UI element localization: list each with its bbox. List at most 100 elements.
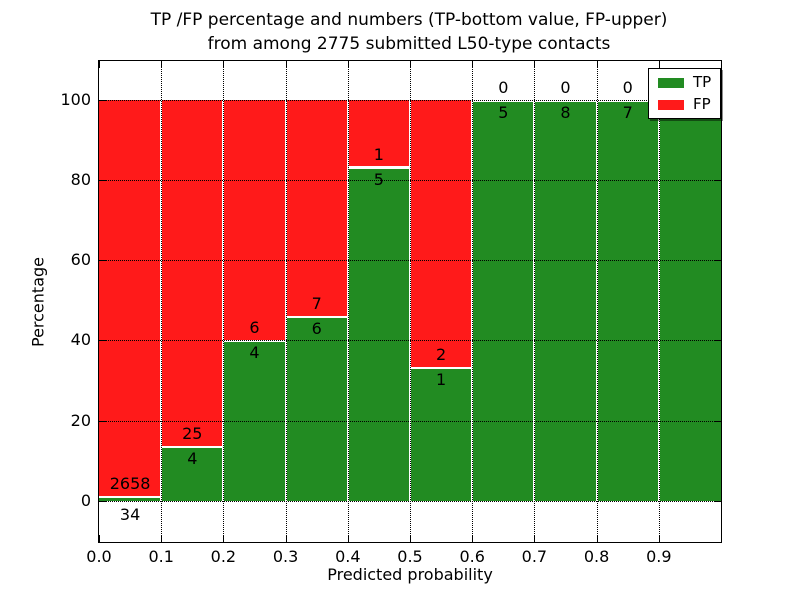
x-tick-label-0.7: 0.7 — [521, 547, 548, 566]
y-tick-mark-right-80 — [714, 179, 721, 181]
x-tick-mark-bottom-7 — [534, 535, 536, 542]
chart-subtitle: from among 2775 submitted L50-type conta… — [207, 34, 611, 54]
y-tick-mark-right-0 — [714, 501, 721, 502]
x-tick-mark-bottom-1 — [161, 535, 163, 542]
tp-count-label-1: 4 — [187, 448, 198, 468]
vertical-gridline-2 — [223, 61, 225, 542]
x-tick-mark-bottom-6 — [472, 535, 474, 542]
y-tick-label-20: 20 — [70, 410, 91, 430]
tp-count-label-4: 5 — [373, 169, 384, 189]
tp-count-label-3: 6 — [311, 318, 322, 338]
x-tick-mark-top-2 — [223, 61, 225, 68]
y-tick-mark-left-20 — [99, 420, 106, 422]
bar-segment-tp-5 — [410, 367, 473, 501]
tp-color-swatch — [658, 77, 684, 88]
vertical-gridline-6 — [472, 61, 474, 542]
vertical-gridline-7 — [534, 61, 536, 542]
y-tick-mark-right-40 — [714, 340, 721, 342]
bar-segment-fp-1 — [161, 99, 224, 446]
x-tick-mark-bottom-2 — [223, 535, 225, 542]
x-tick-mark-top-10 — [721, 61, 722, 68]
x-tick-label-0.1: 0.1 — [148, 547, 174, 566]
fp-count-label-1: 25 — [182, 423, 203, 443]
x-tick-label-0.5: 0.5 — [397, 547, 423, 566]
x-tick-mark-bottom-4 — [347, 535, 349, 542]
chart-title: TP /FP percentage and numbers (TP-bottom… — [150, 10, 668, 30]
y-tick-label-100: 100 — [60, 89, 91, 109]
y-tick-mark-left-80 — [99, 179, 106, 181]
bar-segment-fp-3 — [285, 99, 348, 316]
horizontal-gridline-100 — [99, 99, 721, 101]
vertical-gridline-5 — [410, 61, 411, 542]
x-tick-label-0.3: 0.3 — [272, 547, 299, 566]
vertical-gridline-9 — [658, 61, 660, 542]
horizontal-gridline-20 — [99, 420, 721, 422]
legend-label-fp: FP — [693, 95, 711, 113]
x-tick-mark-top-8 — [596, 61, 598, 68]
y-tick-label-60: 60 — [70, 250, 91, 270]
fp-count-label-6: 0 — [498, 77, 509, 97]
y-tick-label-40: 40 — [70, 330, 91, 350]
x-tick-label-0.8: 0.8 — [583, 547, 610, 566]
bar-segment-tp-0 — [99, 495, 162, 501]
vertical-gridline-4 — [347, 61, 349, 542]
horizontal-gridline-80 — [99, 179, 721, 181]
fp-count-label-0: 2658 — [109, 473, 151, 493]
legend-entry-fp: FP — [658, 97, 711, 112]
fp-color-swatch — [658, 99, 684, 110]
y-tick-label-0: 0 — [80, 491, 91, 510]
tp-count-label-0: 34 — [119, 505, 141, 524]
bar-segment-tp-6 — [472, 99, 535, 501]
legend: TP FP — [648, 68, 722, 119]
horizontal-gridline-0 — [99, 501, 721, 502]
bar-segment-fp-4 — [347, 99, 410, 167]
x-tick-mark-bottom-10 — [721, 535, 722, 542]
vertical-gridline-1 — [161, 61, 163, 542]
x-tick-label-0.6: 0.6 — [459, 547, 485, 566]
bar-segment-tp-9 — [658, 99, 721, 501]
tp-count-label-7: 8 — [560, 102, 571, 122]
fp-count-label-2: 6 — [249, 318, 260, 338]
tp-count-label-6: 5 — [498, 102, 509, 122]
x-tick-mark-top-4 — [347, 61, 349, 68]
x-tick-label-0.4: 0.4 — [335, 547, 361, 566]
x-tick-mark-top-3 — [285, 61, 287, 68]
legend-label-tp: TP — [693, 73, 712, 91]
bar-segment-tp-1 — [161, 445, 224, 501]
fp-count-label-8: 0 — [622, 77, 633, 97]
tp-count-label-5: 1 — [436, 370, 447, 390]
bar-segment-tp-8 — [596, 99, 659, 501]
vertical-gridline-3 — [285, 61, 287, 542]
x-tick-mark-top-6 — [472, 61, 474, 68]
bar-segment-fp-5 — [410, 99, 473, 368]
fp-count-label-7: 0 — [560, 77, 571, 97]
x-tick-mark-top-9 — [658, 61, 660, 68]
bar-segment-fp-2 — [223, 99, 286, 341]
bar-segment-tp-4 — [347, 166, 410, 501]
y-tick-mark-right-20 — [714, 420, 721, 422]
bar-segment-fp-0 — [99, 99, 162, 496]
y-tick-mark-left-100 — [99, 99, 106, 101]
y-tick-label-80: 80 — [70, 169, 91, 189]
bar-segment-tp-3 — [285, 315, 348, 501]
legend-entry-tp: TP — [658, 75, 711, 90]
y-tick-mark-right-60 — [714, 260, 721, 262]
horizontal-gridline-60 — [99, 260, 721, 262]
x-tick-mark-bottom-5 — [410, 535, 411, 542]
y-tick-mark-left-0 — [99, 501, 106, 502]
fp-count-label-3: 7 — [311, 293, 322, 313]
x-tick-mark-bottom-0 — [99, 535, 100, 542]
y-tick-mark-left-60 — [99, 260, 106, 262]
x-tick-mark-bottom-3 — [285, 535, 287, 542]
x-tick-label-0.9: 0.9 — [646, 547, 672, 566]
x-tick-label-0.0: 0.0 — [86, 547, 112, 566]
x-tick-mark-top-7 — [534, 61, 536, 68]
x-tick-label-0.2: 0.2 — [210, 547, 237, 566]
x-tick-mark-top-0 — [99, 61, 100, 68]
x-tick-mark-bottom-9 — [658, 535, 660, 542]
horizontal-gridline-40 — [99, 340, 721, 342]
fp-count-label-5: 2 — [436, 345, 447, 365]
y-tick-mark-left-40 — [99, 340, 106, 342]
fp-count-label-4: 1 — [373, 144, 384, 164]
